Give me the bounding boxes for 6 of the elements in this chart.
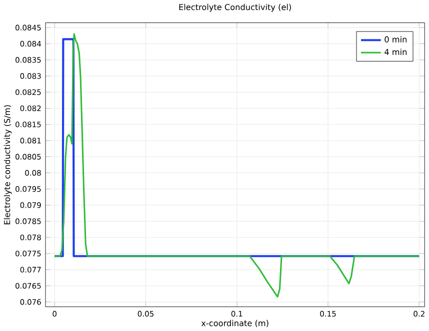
legend-label: 0 min: [384, 36, 407, 42]
legend-label: 4 min: [384, 48, 407, 55]
y-axis-title: Electrolyte conductivity (S/m): [4, 105, 12, 224]
line-series: [54, 33, 420, 298]
x-axis-title: x-coordinate (m): [201, 320, 268, 328]
chart-title: Electrolyte Conductivity (el): [179, 4, 291, 12]
